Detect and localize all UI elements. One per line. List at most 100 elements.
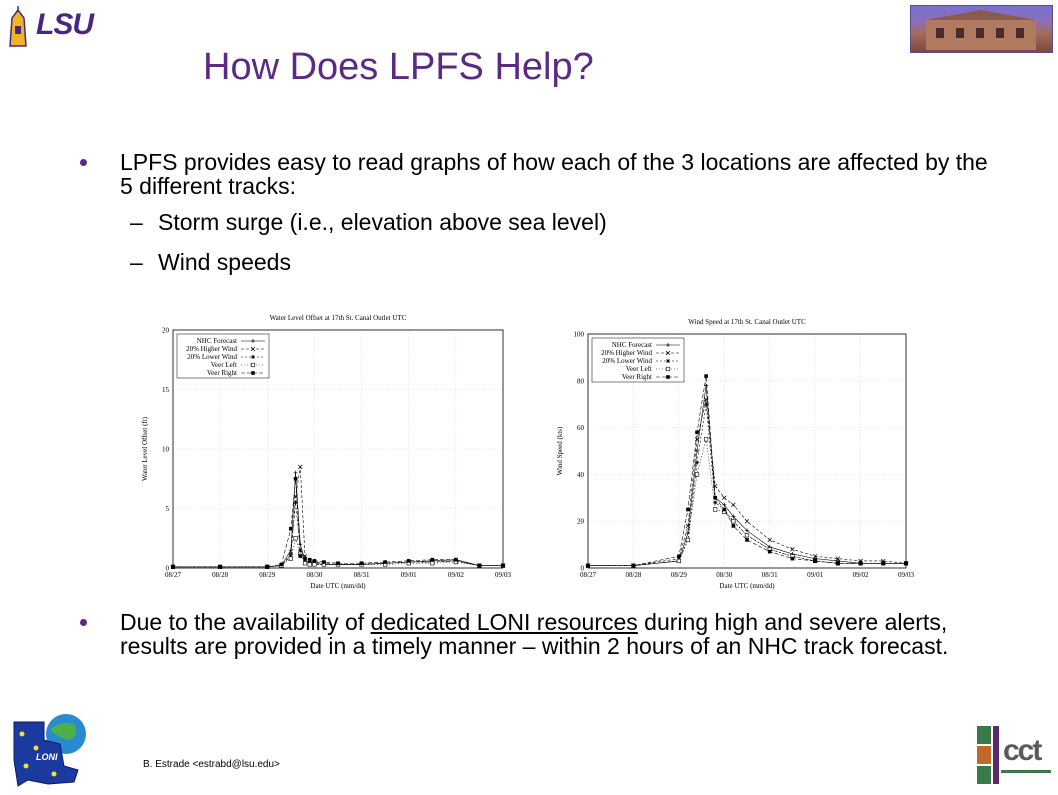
wind-speed-xtick-label: 09/01 — [807, 571, 823, 579]
water-level-data-point — [293, 470, 298, 475]
wind-speed-data-point — [767, 537, 772, 543]
wind-speed-data-point — [790, 547, 795, 552]
wind-speed-data-point — [713, 496, 717, 500]
wind-speed-data-point — [686, 507, 690, 512]
wind-speed-data-point — [703, 397, 709, 402]
wind-speed-xtick-label: 08/28 — [625, 571, 641, 579]
wind-speed-xlabel: Date UTC (mm/dd) — [719, 582, 775, 590]
wind-speed-legend-marker — [666, 343, 670, 347]
wind-speed-ytick-label: 100 — [574, 331, 585, 339]
campus-building-image — [910, 5, 1053, 53]
water-level-data-point — [406, 559, 411, 563]
water-level-data-point — [383, 560, 387, 564]
wind-speed-legend-marker — [666, 375, 670, 379]
wind-speed-ytick-label: 40 — [577, 471, 585, 479]
water-level-ytick-label: 15 — [162, 386, 170, 394]
water-level-xtick-label: 08/28 — [212, 571, 228, 579]
water-level-ylabel: Water Level Offset (ft) — [141, 416, 149, 481]
wind-speed-legend-label: Veer Right — [622, 373, 652, 381]
water-level-data-point — [454, 557, 458, 562]
wind-speed-data-point — [713, 507, 718, 512]
wind-speed-data-point — [881, 561, 886, 566]
water-level-data-point — [293, 494, 298, 499]
wind-speed-ytick-label: 60 — [577, 424, 585, 432]
water-level-data-point — [501, 563, 505, 568]
water-level-ytick-label: 10 — [162, 446, 170, 454]
cct-label: cct — [1003, 734, 1042, 767]
wind-speed-data-point — [812, 554, 818, 559]
water-level-data-point — [298, 548, 303, 553]
wind-speed-data-point — [731, 519, 736, 524]
water-level-data-point — [293, 500, 298, 505]
wind-speed-ytick-label: 20 — [577, 518, 585, 526]
wind-speed-ytick-label: 80 — [577, 377, 585, 385]
wind-speed-data-point — [745, 528, 749, 533]
bullet-2-part-b: during high and severe alerts, results a… — [120, 609, 949, 659]
wind-speed-chart: Wind Speed at 17th St. Canal Outlet UTC 0… — [556, 318, 914, 590]
wind-speed-data-point — [695, 460, 700, 465]
loni-globe-icon — [13, 714, 86, 787]
wind-speed-data-point — [631, 563, 636, 568]
water-level-data-point — [293, 536, 298, 541]
water-level-data-point — [298, 554, 303, 558]
water-level-data-point — [298, 464, 303, 470]
loni-logo: LONI — [8, 710, 88, 790]
water-level-data-point — [430, 557, 435, 562]
sub-bullet-2-text: Wind speeds — [158, 249, 291, 275]
wind-speed-data-point — [731, 524, 736, 528]
wind-speed-data-point — [704, 437, 709, 442]
slide-title: How Does LPFS Help? — [203, 46, 594, 88]
wind-speed-data-point — [712, 483, 718, 489]
wind-speed-data-point — [745, 538, 749, 542]
water-level-data-point — [307, 562, 312, 567]
water-level-data-point — [312, 562, 317, 567]
wind-speed-xtick-label: 08/31 — [762, 571, 778, 579]
water-level-data-point — [336, 561, 340, 566]
water-level-legend-marker — [251, 371, 255, 375]
bullet-1-text: LPFS provides easy to read graphs of how… — [120, 149, 988, 199]
water-level-series-line — [173, 478, 503, 568]
sub-dash: – — [130, 209, 143, 235]
wind-speed-data-point — [685, 523, 691, 529]
water-level-legend-label: Veer Right — [207, 369, 237, 377]
water-level-plot-frame — [172, 329, 504, 569]
water-level-data-point — [171, 565, 175, 569]
sub-dash: – — [130, 249, 143, 275]
water-level-xtick-label: 08/27 — [165, 571, 181, 579]
water-level-xtick-label: 09/02 — [448, 571, 464, 579]
water-level-data-point — [298, 542, 303, 547]
wind-speed-data-point — [767, 549, 772, 554]
water-level-data-point — [218, 565, 222, 569]
loni-resources-link[interactable]: dedicated LONI resources — [370, 609, 638, 635]
water-level-legend-label: NHC Forecast — [197, 337, 237, 345]
bullet-2-part-a: Due to the availability of — [120, 609, 371, 635]
footer-author: B. Estrade <estrabd@lsu.edu> — [143, 759, 280, 770]
wind-speed-data-point — [744, 533, 750, 538]
wind-speed-xtick-label: 09/02 — [853, 571, 869, 579]
wind-speed-data-point — [836, 561, 840, 566]
sub-bullet-storm-surge: – Storm surge (i.e., elevation above sea … — [130, 209, 607, 236]
wind-speed-data-point — [685, 537, 691, 543]
water-level-legend-label: 20% Higher Wind — [186, 345, 237, 353]
sub-bullet-wind-speeds: – Wind speeds — [130, 249, 291, 276]
wind-speed-data-point — [731, 502, 736, 508]
water-level-ytick-label: 5 — [166, 505, 170, 513]
wind-speed-xtick-label: 08/29 — [671, 571, 687, 579]
wind-speed-data-point — [722, 495, 727, 501]
water-level-xlabel: Date UTC (mm/dd) — [310, 582, 366, 590]
wind-speed-ylabel: Wind Speed (kts) — [556, 426, 564, 475]
water-level-xtick-label: 08/29 — [259, 571, 275, 579]
wind-speed-data-point — [722, 507, 727, 512]
bullet-dot-1 — [80, 159, 87, 166]
wind-speed-data-point — [713, 500, 718, 505]
water-level-legend-label: Veer Left — [211, 361, 237, 369]
cct-logo: cct — [975, 724, 1055, 788]
water-level-xtick-label: 09/03 — [495, 571, 511, 579]
wind-speed-title: Wind Speed at 17th St. Canal Outlet UTC — [688, 318, 806, 326]
water-level-data-point — [279, 562, 284, 567]
water-level-data-point — [307, 557, 312, 562]
cct-blocks-icon — [977, 726, 1051, 784]
water-level-legend-marker — [250, 362, 256, 368]
wind-speed-data-point — [694, 437, 700, 442]
water-level-xtick-label: 09/01 — [401, 571, 417, 579]
